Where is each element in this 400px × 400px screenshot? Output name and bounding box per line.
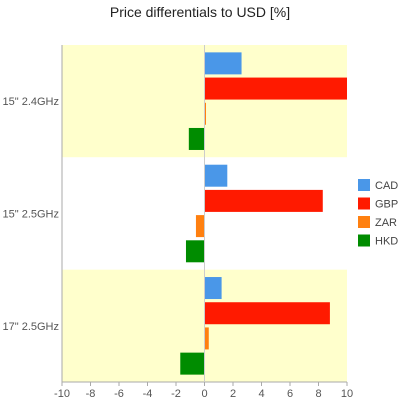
legend: CAD GBP ZAR HKD: [358, 179, 398, 248]
bar-hkd: [185, 240, 205, 263]
x-tick-label: 0: [201, 388, 207, 400]
x-tick-label: 6: [287, 388, 293, 400]
axes: [61, 45, 348, 386]
legend-label-gbp: GBP: [375, 199, 398, 211]
chart-title: Price differentials to USD [%]: [110, 4, 290, 20]
legend-swatch-gbp: [358, 197, 370, 210]
x-tick-label: 8: [315, 388, 321, 400]
bar-hkd: [180, 352, 205, 375]
legend-swatch-hkd: [358, 234, 370, 247]
bar-cad: [204, 164, 228, 187]
x-tick-labels: -10 -8 -6 -4 -2 0 2 4 6 8 10: [54, 388, 353, 400]
x-tick-label: -2: [171, 388, 181, 400]
bar-gbp: [204, 302, 330, 325]
legend-label-cad: CAD: [375, 180, 398, 192]
x-tick-label: -8: [86, 388, 96, 400]
legend-swatch-zar: [358, 216, 370, 228]
legend-swatch-cad: [358, 179, 370, 191]
x-tick-label: 10: [341, 388, 353, 400]
bar-zar: [204, 327, 209, 350]
x-tick-label: -6: [114, 388, 124, 400]
bar-cad: [204, 277, 222, 300]
bars: [180, 52, 347, 375]
legend-label-zar: ZAR: [375, 217, 397, 229]
category-label: 15" 2.4GHz: [3, 96, 60, 108]
x-tick-label: 4: [258, 388, 264, 400]
category-label: 17" 2.5GHz: [3, 321, 60, 333]
bar-gbp: [204, 77, 347, 100]
bar-zar: [204, 102, 206, 125]
category-labels: 15" 2.4GHz 15" 2.5GHz 17" 2.5GHz: [3, 96, 60, 333]
x-tick-label: -10: [54, 388, 70, 400]
bar-gbp: [204, 189, 323, 212]
legend-label-hkd: HKD: [375, 236, 398, 248]
x-tick-label: 2: [230, 388, 236, 400]
category-label: 15" 2.5GHz: [3, 209, 60, 221]
bar-cad: [204, 52, 242, 75]
bar-hkd: [188, 127, 205, 150]
bar-zar: [195, 215, 205, 238]
x-tick-label: -4: [143, 388, 153, 400]
